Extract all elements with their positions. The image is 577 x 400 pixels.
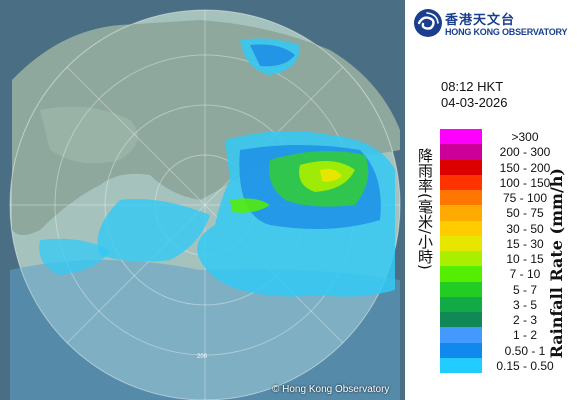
legend-swatch: [440, 266, 482, 282]
legend-swatch: [440, 312, 482, 328]
legend-row: 150 - 200: [440, 159, 570, 175]
legend-swatch: [440, 144, 482, 160]
legend-swatch: [440, 342, 482, 358]
observation-time: 08:12 HKT: [441, 79, 504, 94]
legend-row: 0.50 - 1: [440, 342, 570, 358]
legend-label: >300: [511, 130, 539, 144]
legend-label: 0.15 - 0.50: [496, 358, 554, 373]
legend-label: 2 - 3: [512, 313, 537, 327]
hko-logo-icon: [414, 9, 442, 37]
legend-label: 7 - 10: [509, 267, 541, 282]
legend-label: 10 - 15: [506, 252, 544, 266]
legend-row: 3 - 5: [440, 296, 570, 312]
legend-title-english: Rainfall Rate (mm/h): [547, 168, 566, 359]
legend-swatch: [440, 251, 482, 267]
legend-row: 0.15 - 0.50: [440, 357, 570, 373]
radar-echo-peak: [320, 168, 342, 182]
legend-row: 15 - 30: [440, 235, 570, 251]
legend-swatch: [440, 281, 482, 297]
legend-label: 200 - 300: [499, 145, 551, 160]
rainfall-legend: >300 200 - 300 150 - 200 100 - 150 75 - 100 5…: [440, 129, 570, 373]
legend-label: 150 - 200: [499, 160, 551, 175]
radar-map: 200 © Hong Kong Observatory: [0, 0, 405, 400]
legend-swatch: [440, 190, 482, 206]
land-hills: [40, 106, 138, 164]
legend-swatch: [440, 174, 482, 190]
legend-label: 15 - 30: [506, 236, 544, 251]
range-ring-label: 200: [197, 354, 208, 360]
legend-swatch: [440, 235, 482, 251]
legend-label: 30 - 50: [506, 221, 544, 236]
land-mainland: [12, 20, 400, 235]
legend-swatch: [440, 296, 482, 312]
copyright-notice: © Hong Kong Observatory: [272, 384, 390, 395]
legend-swatch: [440, 327, 482, 343]
legend-row: >300: [440, 129, 570, 145]
range-ring-outer: [9, 9, 401, 400]
legend-swatch: [440, 205, 482, 221]
legend-label: 5 - 7: [512, 282, 537, 297]
legend-row: 2 - 3: [440, 312, 570, 328]
legend-label: 1 - 2: [512, 328, 537, 343]
legend-panel: 香港天文台 HONG KONG OBSERVATORY 08:12 HKT 04…: [405, 0, 577, 400]
legend-swatch: [440, 220, 482, 236]
legend-row: 10 - 15: [440, 251, 570, 267]
legend-row: 1 - 2: [440, 327, 570, 343]
legend-swatch: [440, 129, 482, 145]
radar-echo-far-west: [39, 238, 110, 275]
legend-label: 100 - 150: [499, 175, 551, 190]
radar-echo-north-core: [250, 44, 295, 67]
legend-label: 3 - 5: [512, 297, 537, 312]
legend-label: 50 - 75: [506, 206, 544, 221]
hko-logo: 香港天文台 HONG KONG OBSERVATORY: [413, 6, 577, 42]
legend-swatch: [440, 357, 482, 373]
legend-label: 0.50 - 1: [504, 343, 546, 358]
legend-row: 75 - 100: [440, 190, 570, 206]
observation-date: 04-03-2026: [441, 95, 508, 110]
legend-row: 7 - 10: [440, 266, 570, 282]
legend-swatch: [440, 159, 482, 175]
legend-row: 50 - 75: [440, 205, 570, 221]
legend-row: 100 - 150: [440, 174, 570, 190]
radar-echo-green-2: [230, 198, 270, 213]
legend-label: 75 - 100: [502, 191, 548, 205]
legend-row: 200 - 300: [440, 144, 570, 160]
logo-name-english: HONG KONG OBSERVATORY: [445, 27, 568, 37]
radar-echo-west: [97, 199, 210, 262]
legend-row: 30 - 50: [440, 220, 570, 236]
legend-title-chinese: 降雨率(毫米/小時): [416, 148, 434, 270]
radar-map-canvas: 200: [0, 0, 405, 400]
logo-name-chinese: 香港天文台: [445, 13, 516, 28]
legend-row: 5 - 7: [440, 281, 570, 297]
